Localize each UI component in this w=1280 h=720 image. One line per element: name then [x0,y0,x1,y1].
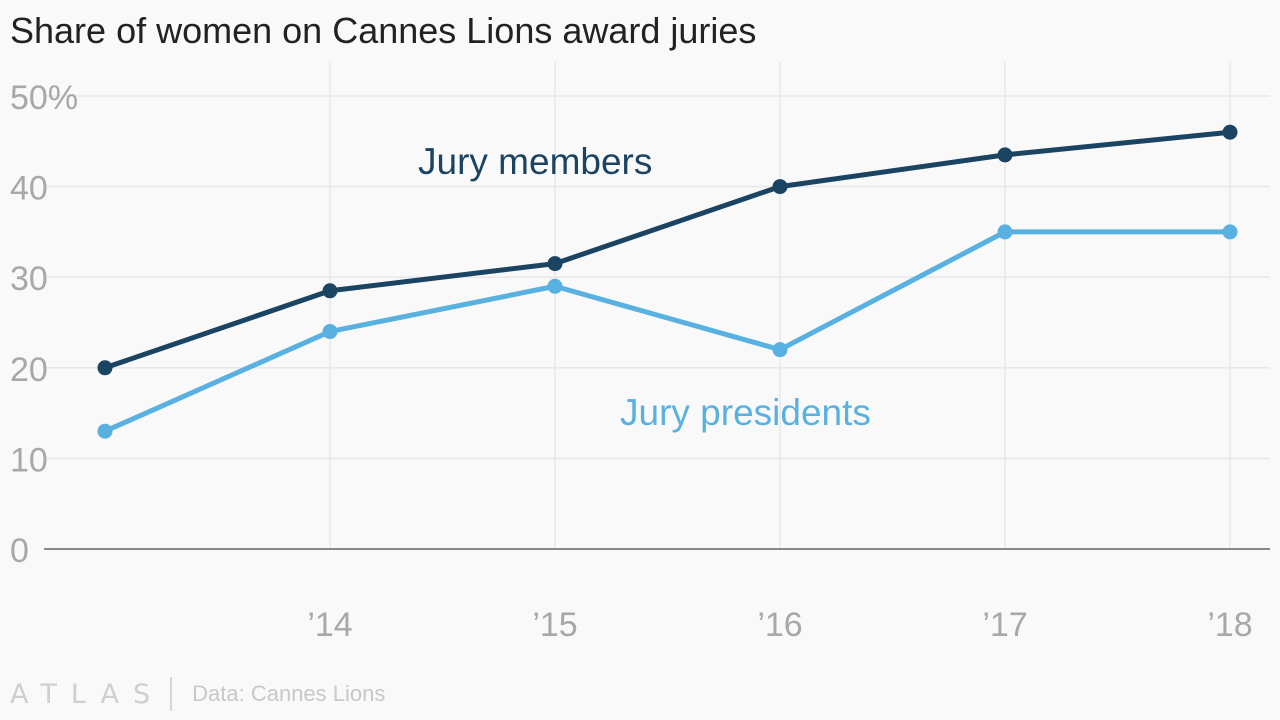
series-label: Jury presidents [620,392,871,433]
x-tick-label: ’18 [1207,606,1252,644]
y-tick-label: 0 [10,532,29,570]
y-tick-label: 40 [10,170,48,208]
data-point [1222,124,1238,140]
data-point [97,423,113,439]
x-tick-label: ’15 [532,606,577,644]
x-tick-label: ’14 [307,606,352,644]
y-tick-label: 10 [10,441,48,479]
data-point [547,256,563,272]
x-tick-label: ’16 [757,606,802,644]
data-point [997,147,1013,163]
data-point [1222,224,1238,240]
data-point [997,224,1013,240]
series-line [102,229,1233,434]
y-tick-label: 30 [10,260,48,298]
data-point [97,360,113,376]
data-point [322,283,338,299]
data-point [772,179,788,195]
x-tick-label: ’17 [982,606,1027,644]
source-note: Data: Cannes Lions [192,681,386,706]
data-point [772,342,788,358]
y-tick-label: 50% [10,79,78,117]
data-point [322,324,338,340]
chart-title: Share of women on Cannes Lions award jur… [10,10,757,51]
atlas-logo: ATLAS [10,678,165,710]
y-tick-label: 20 [10,351,48,389]
series-label: Jury members [418,141,652,182]
data-point [547,278,563,294]
series-line [102,129,1233,371]
footer-divider [170,677,173,711]
footer: ATLAS Data: Cannes Lions [10,676,385,712]
